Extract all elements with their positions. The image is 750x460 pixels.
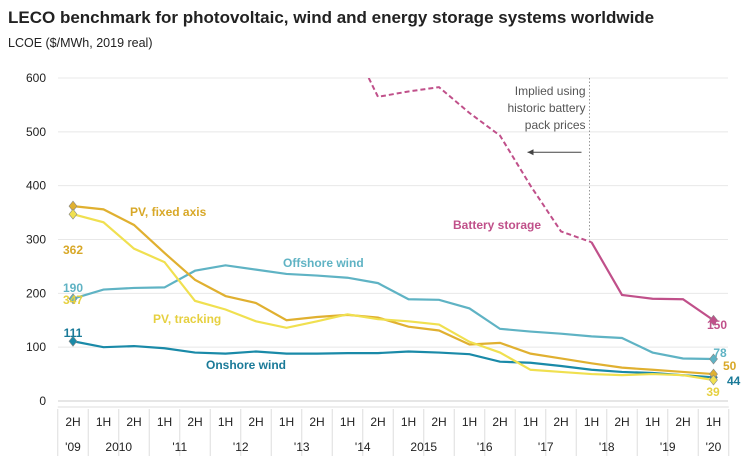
x-tick-label: 1H — [645, 415, 660, 429]
data-label: 347 — [63, 293, 83, 307]
y-tick-label: 0 — [39, 394, 46, 408]
x-tick-label: 2H — [492, 415, 507, 429]
series-line-dashed — [367, 78, 592, 244]
annotation-text: Implied using — [515, 84, 586, 98]
y-tick-label: 400 — [26, 179, 46, 193]
x-tick-label: 1H — [218, 415, 233, 429]
data-label: 78 — [713, 346, 727, 360]
y-tick-label: 500 — [26, 125, 46, 139]
x-year-label: '14 — [355, 440, 371, 454]
x-tick-label: 1H — [706, 415, 721, 429]
x-tick-label: 1H — [462, 415, 477, 429]
x-year-label: '09 — [65, 440, 81, 454]
series-line — [72, 264, 714, 361]
x-tick-label: 1H — [584, 415, 599, 429]
y-tick-label: 200 — [26, 286, 46, 300]
series-line — [72, 213, 714, 382]
y-axis-label: LCOE ($/MWh, 2019 real) — [8, 36, 153, 50]
series-label-pv-tracking: PV, tracking — [153, 312, 221, 326]
chart-title: LECO benchmark for photovoltaic, wind an… — [8, 8, 655, 27]
x-year-label: '18 — [599, 440, 615, 454]
x-tick-label: 2H — [65, 415, 80, 429]
x-year-label: '17 — [538, 440, 554, 454]
x-tick-label: 1H — [157, 415, 172, 429]
annotation-text: pack prices — [525, 118, 586, 132]
series-label-onshore: Onshore wind — [206, 358, 286, 372]
arrow-head-icon — [527, 149, 534, 156]
x-year-label: '19 — [660, 440, 676, 454]
y-tick-label: 300 — [26, 233, 46, 247]
x-tick-label: 2H — [126, 415, 141, 429]
data-point-marker — [709, 314, 718, 326]
x-tick-label: 2H — [370, 415, 385, 429]
data-point-marker — [68, 208, 78, 220]
y-tick-label: 100 — [26, 340, 46, 354]
data-point-marker — [68, 293, 78, 305]
x-year-label: '16 — [477, 440, 493, 454]
x-year-label: '13 — [294, 440, 310, 454]
series-line — [590, 241, 715, 322]
data-label: 362 — [63, 243, 83, 257]
x-tick-label: 2H — [431, 415, 446, 429]
data-point-marker — [709, 353, 718, 365]
series-label-pv-fixed: PV, fixed axis — [130, 205, 207, 219]
x-tick-label: 2H — [309, 415, 324, 429]
x-tick-label: 1H — [523, 415, 538, 429]
data-point-marker — [709, 374, 718, 386]
series-line — [72, 340, 714, 379]
x-tick-label: 2H — [614, 415, 629, 429]
data-label: 111 — [64, 326, 83, 340]
data-label: 150 — [707, 318, 727, 332]
data-label: 190 — [63, 281, 83, 295]
x-tick-label: 1H — [96, 415, 111, 429]
x-year-label: '12 — [233, 440, 249, 454]
series-label-offshore: Offshore wind — [283, 256, 364, 270]
x-tick-label: 2H — [553, 415, 568, 429]
x-tick-label: 2H — [187, 415, 202, 429]
annotation-text: historic battery — [507, 101, 585, 115]
x-year-label: 2010 — [105, 440, 132, 454]
x-year-label: '11 — [172, 440, 187, 454]
data-point-marker — [68, 335, 78, 347]
series-line — [72, 205, 714, 376]
data-label: 44 — [727, 374, 741, 388]
data-label: 50 — [723, 359, 737, 373]
x-tick-label: 2H — [675, 415, 690, 429]
y-tick-label: 600 — [26, 71, 46, 85]
x-tick-label: 1H — [401, 415, 416, 429]
data-label: 39 — [706, 385, 720, 399]
x-tick-label: 1H — [340, 415, 355, 429]
x-year-label: '20 — [706, 440, 722, 454]
series-label-battery: Battery storage — [453, 218, 541, 232]
x-tick-label: 2H — [248, 415, 263, 429]
x-year-label: 2015 — [410, 440, 437, 454]
x-tick-label: 1H — [279, 415, 294, 429]
